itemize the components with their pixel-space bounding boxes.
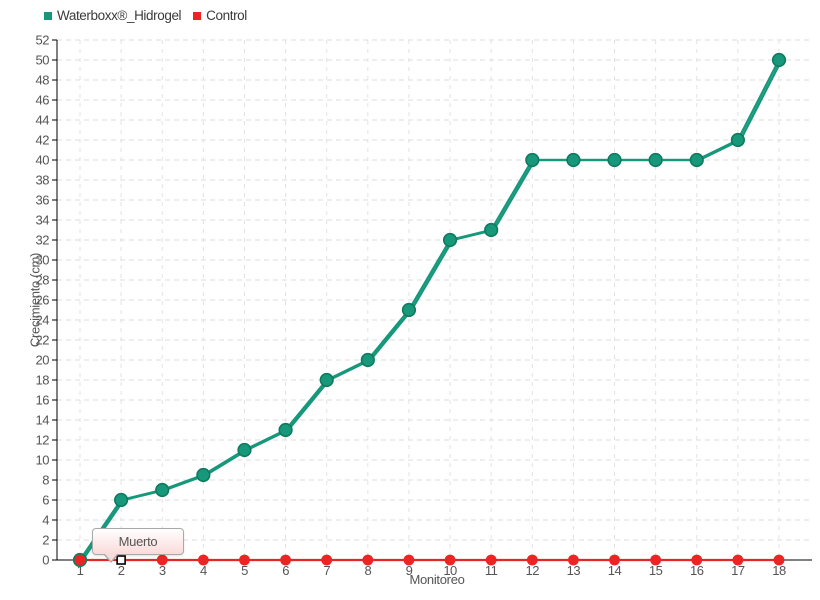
x-tick-label: 16 (690, 563, 704, 578)
waterboxx-point[interactable] (484, 222, 499, 238)
control-point[interactable] (280, 554, 291, 566)
y-tick-label: 16 (36, 393, 50, 408)
y-axis-title: Crecimiento (cm) (27, 252, 43, 348)
control-legend-label: Control (206, 8, 247, 23)
x-tick-label: 15 (649, 563, 663, 578)
x-tick-label: 7 (323, 563, 330, 578)
y-tick-label: 22 (36, 333, 50, 348)
control-point[interactable] (239, 554, 250, 566)
y-tick-label: 40 (36, 153, 50, 168)
waterboxx-point[interactable] (442, 232, 458, 248)
control-point[interactable] (732, 554, 744, 566)
y-tick-label: 44 (36, 113, 50, 128)
y-tick-label: 20 (36, 353, 50, 368)
y-tick-label: 34 (36, 213, 50, 228)
y-tick-label: 48 (36, 73, 50, 88)
y-tick-label: 2 (42, 533, 49, 548)
waterboxx-point[interactable] (771, 52, 787, 68)
waterboxx-point[interactable] (196, 467, 211, 483)
muerto-tooltip-label: Muerto (118, 534, 158, 549)
x-tick-label: 6 (282, 563, 289, 578)
y-tick-label: 18 (36, 373, 50, 388)
x-tick-label: 18 (772, 563, 786, 578)
control-point[interactable] (74, 554, 86, 566)
y-tick-label: 12 (36, 433, 50, 448)
waterboxx-point[interactable] (607, 152, 622, 168)
y-tick-label: 14 (36, 413, 50, 428)
control-point[interactable] (568, 554, 579, 566)
waterboxx-point[interactable] (566, 152, 581, 168)
waterboxx-point[interactable] (278, 422, 293, 438)
control-point[interactable] (609, 554, 620, 566)
waterboxx-point[interactable] (648, 152, 663, 168)
x-tick-label: 4 (200, 563, 207, 578)
control-point[interactable] (197, 554, 209, 566)
y-tick-label: 50 (36, 53, 50, 68)
x-tick-label: 1 (77, 563, 84, 578)
x-tick-label: 9 (406, 563, 413, 578)
waterboxx-point[interactable] (237, 442, 252, 458)
y-tick-label: 4 (42, 513, 49, 528)
y-tick-label: 32 (36, 233, 50, 248)
y-tick-label: 36 (36, 193, 50, 208)
x-axis-title: Monitoreo (409, 572, 465, 587)
waterboxx-legend-label: Waterboxx®_Hidrogel (57, 8, 182, 23)
control-point[interactable] (526, 554, 538, 566)
waterboxx-point[interactable] (689, 152, 704, 168)
control-point[interactable] (485, 554, 497, 566)
legend-item-waterboxx[interactable]: Waterboxx®_Hidrogel (44, 8, 182, 23)
y-tick-label: 10 (36, 453, 50, 468)
legend-item-control[interactable]: Control (193, 8, 247, 23)
control-point[interactable] (444, 554, 456, 566)
waterboxx-point[interactable] (525, 152, 540, 168)
x-tick-label: 13 (567, 563, 581, 578)
waterboxx-point[interactable] (114, 492, 129, 508)
waterboxx-point[interactable] (155, 482, 170, 498)
x-tick-label: 8 (364, 563, 371, 578)
waterboxx-point[interactable] (360, 352, 375, 368)
control-point[interactable] (773, 554, 785, 566)
y-tick-label: 26 (36, 293, 50, 308)
y-tick-label: 0 (42, 553, 49, 568)
x-tick-label: 10 (443, 563, 457, 578)
waterboxx-line-echo (81, 58, 783, 562)
y-tick-label: 38 (36, 173, 50, 188)
y-tick-label: 46 (36, 93, 50, 108)
x-tick-label: 17 (731, 563, 745, 578)
control-legend-swatch-icon (193, 11, 202, 20)
x-tick-label: 12 (526, 563, 540, 578)
y-tick-label: 28 (36, 273, 50, 288)
waterboxx-line[interactable] (78, 58, 781, 562)
legend: Waterboxx®_Hidrogel Control (44, 8, 247, 23)
control-point[interactable] (650, 554, 662, 566)
y-tick-label: 6 (42, 493, 49, 508)
y-tick-label: 24 (36, 313, 50, 328)
waterboxx-legend-swatch-icon (44, 11, 52, 20)
muerto-tooltip: Muerto (92, 528, 184, 563)
waterboxx-point[interactable] (730, 132, 745, 148)
y-tick-label: 42 (36, 133, 50, 148)
control-point[interactable] (156, 554, 168, 566)
y-tick-label: 8 (42, 473, 49, 488)
x-tick-label: 3 (159, 563, 166, 578)
x-tick-label: 14 (608, 563, 622, 578)
control-point[interactable] (403, 554, 415, 566)
control-point[interactable] (321, 554, 333, 566)
control-point[interactable] (691, 554, 703, 566)
waterboxx-point[interactable] (319, 372, 334, 388)
y-tick-label: 30 (36, 253, 50, 268)
control-point[interactable] (362, 554, 374, 566)
x-tick-label: 5 (241, 563, 248, 578)
x-tick-label: 2 (118, 563, 125, 578)
waterboxx-point[interactable] (401, 302, 417, 318)
x-tick-label: 11 (485, 563, 498, 578)
y-tick-label: 52 (36, 33, 50, 48)
